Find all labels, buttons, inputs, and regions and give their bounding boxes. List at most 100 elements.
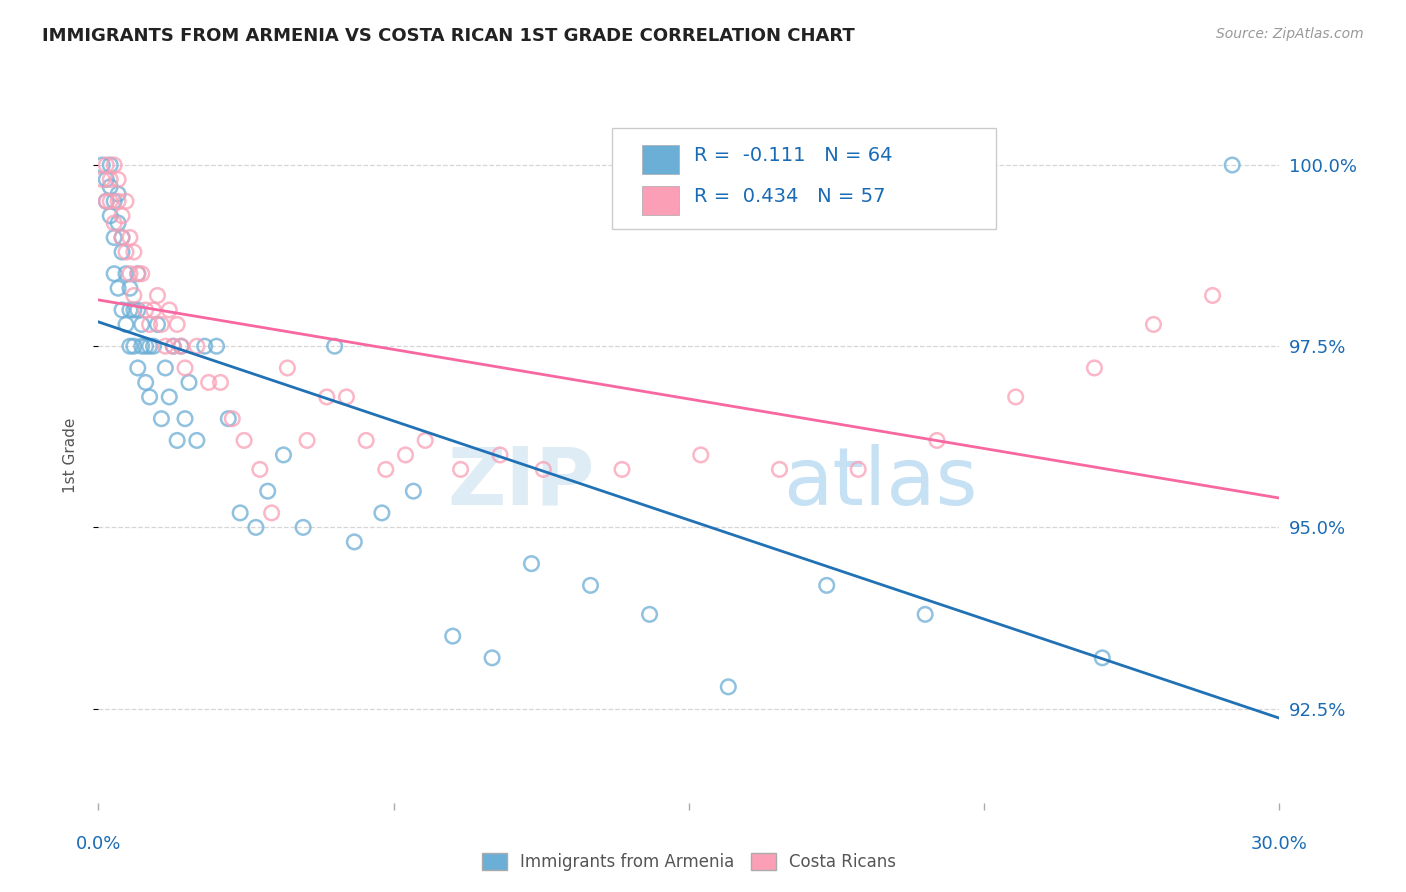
Point [118, 339, 141, 353]
Point [245, 520, 267, 534]
Point [249, 462, 271, 476]
Point [209, 376, 232, 390]
Point [186, 339, 208, 353]
Point [174, 411, 197, 425]
Point [768, 462, 790, 476]
Point [194, 339, 217, 353]
Point [111, 230, 134, 244]
Point [127, 267, 149, 281]
Point [150, 318, 173, 332]
Point [335, 390, 357, 404]
Point [170, 339, 193, 353]
Point [135, 303, 157, 318]
Point [107, 187, 129, 202]
Point [233, 434, 256, 448]
Point [413, 434, 436, 448]
FancyBboxPatch shape [612, 128, 995, 229]
Point [118, 281, 141, 295]
Point [103, 158, 125, 172]
Point [127, 361, 149, 376]
Point [122, 288, 145, 302]
Point [118, 267, 141, 281]
Text: 0.0%: 0.0% [76, 836, 121, 854]
Point [374, 462, 396, 476]
Point [481, 651, 503, 665]
Point [174, 361, 197, 376]
Point [131, 339, 153, 353]
Point [162, 339, 184, 353]
Point [127, 267, 149, 281]
Point [118, 230, 141, 244]
Point [292, 520, 315, 534]
Point [131, 267, 153, 281]
Text: ZIP: ZIP [447, 443, 595, 522]
Point [197, 376, 219, 390]
Point [205, 339, 228, 353]
Point [260, 506, 283, 520]
Point [689, 448, 711, 462]
Point [520, 557, 543, 571]
Point [107, 194, 129, 209]
Point [138, 339, 160, 353]
Point [103, 230, 125, 244]
Point [157, 390, 180, 404]
Point [610, 462, 633, 476]
Point [91, 172, 114, 186]
Point [1220, 158, 1243, 172]
Point [846, 462, 869, 476]
Point [118, 303, 141, 318]
Text: atlas: atlas [783, 443, 977, 522]
Point [162, 339, 184, 353]
Legend: Immigrants from Armenia, Costa Ricans: Immigrants from Armenia, Costa Ricans [475, 847, 903, 878]
Point [111, 245, 134, 260]
FancyBboxPatch shape [641, 186, 679, 215]
Point [107, 281, 129, 295]
Point [122, 339, 145, 353]
Point [96, 194, 118, 209]
Point [815, 578, 838, 592]
Point [186, 434, 208, 448]
Point [295, 434, 318, 448]
Point [111, 303, 134, 318]
Point [166, 434, 188, 448]
Point [115, 267, 138, 281]
Point [256, 484, 278, 499]
Point [98, 172, 121, 186]
Point [98, 179, 121, 194]
FancyBboxPatch shape [641, 145, 679, 174]
Point [98, 209, 121, 223]
Point [138, 318, 160, 332]
Point [157, 303, 180, 318]
Text: Source: ZipAtlas.com: Source: ZipAtlas.com [1216, 27, 1364, 41]
Point [177, 376, 200, 390]
Point [323, 339, 346, 353]
Point [717, 680, 740, 694]
Point [103, 216, 125, 230]
Point [115, 318, 138, 332]
Point [925, 434, 948, 448]
Point [96, 172, 118, 186]
Point [914, 607, 936, 622]
Point [96, 158, 118, 172]
Point [221, 411, 243, 425]
Text: R =  -0.111   N = 64: R = -0.111 N = 64 [693, 146, 893, 165]
Point [91, 158, 114, 172]
Point [98, 158, 121, 172]
Point [142, 303, 165, 318]
Point [115, 194, 138, 209]
Point [135, 339, 157, 353]
Text: 30.0%: 30.0% [1251, 836, 1308, 854]
Point [111, 230, 134, 244]
Point [122, 303, 145, 318]
Point [166, 318, 188, 332]
Point [150, 411, 173, 425]
Point [111, 209, 134, 223]
Point [155, 339, 177, 353]
Point [394, 448, 416, 462]
Point [354, 434, 377, 448]
Point [138, 390, 160, 404]
Point [146, 288, 169, 302]
Point [155, 361, 177, 376]
Point [146, 318, 169, 332]
Point [115, 245, 138, 260]
